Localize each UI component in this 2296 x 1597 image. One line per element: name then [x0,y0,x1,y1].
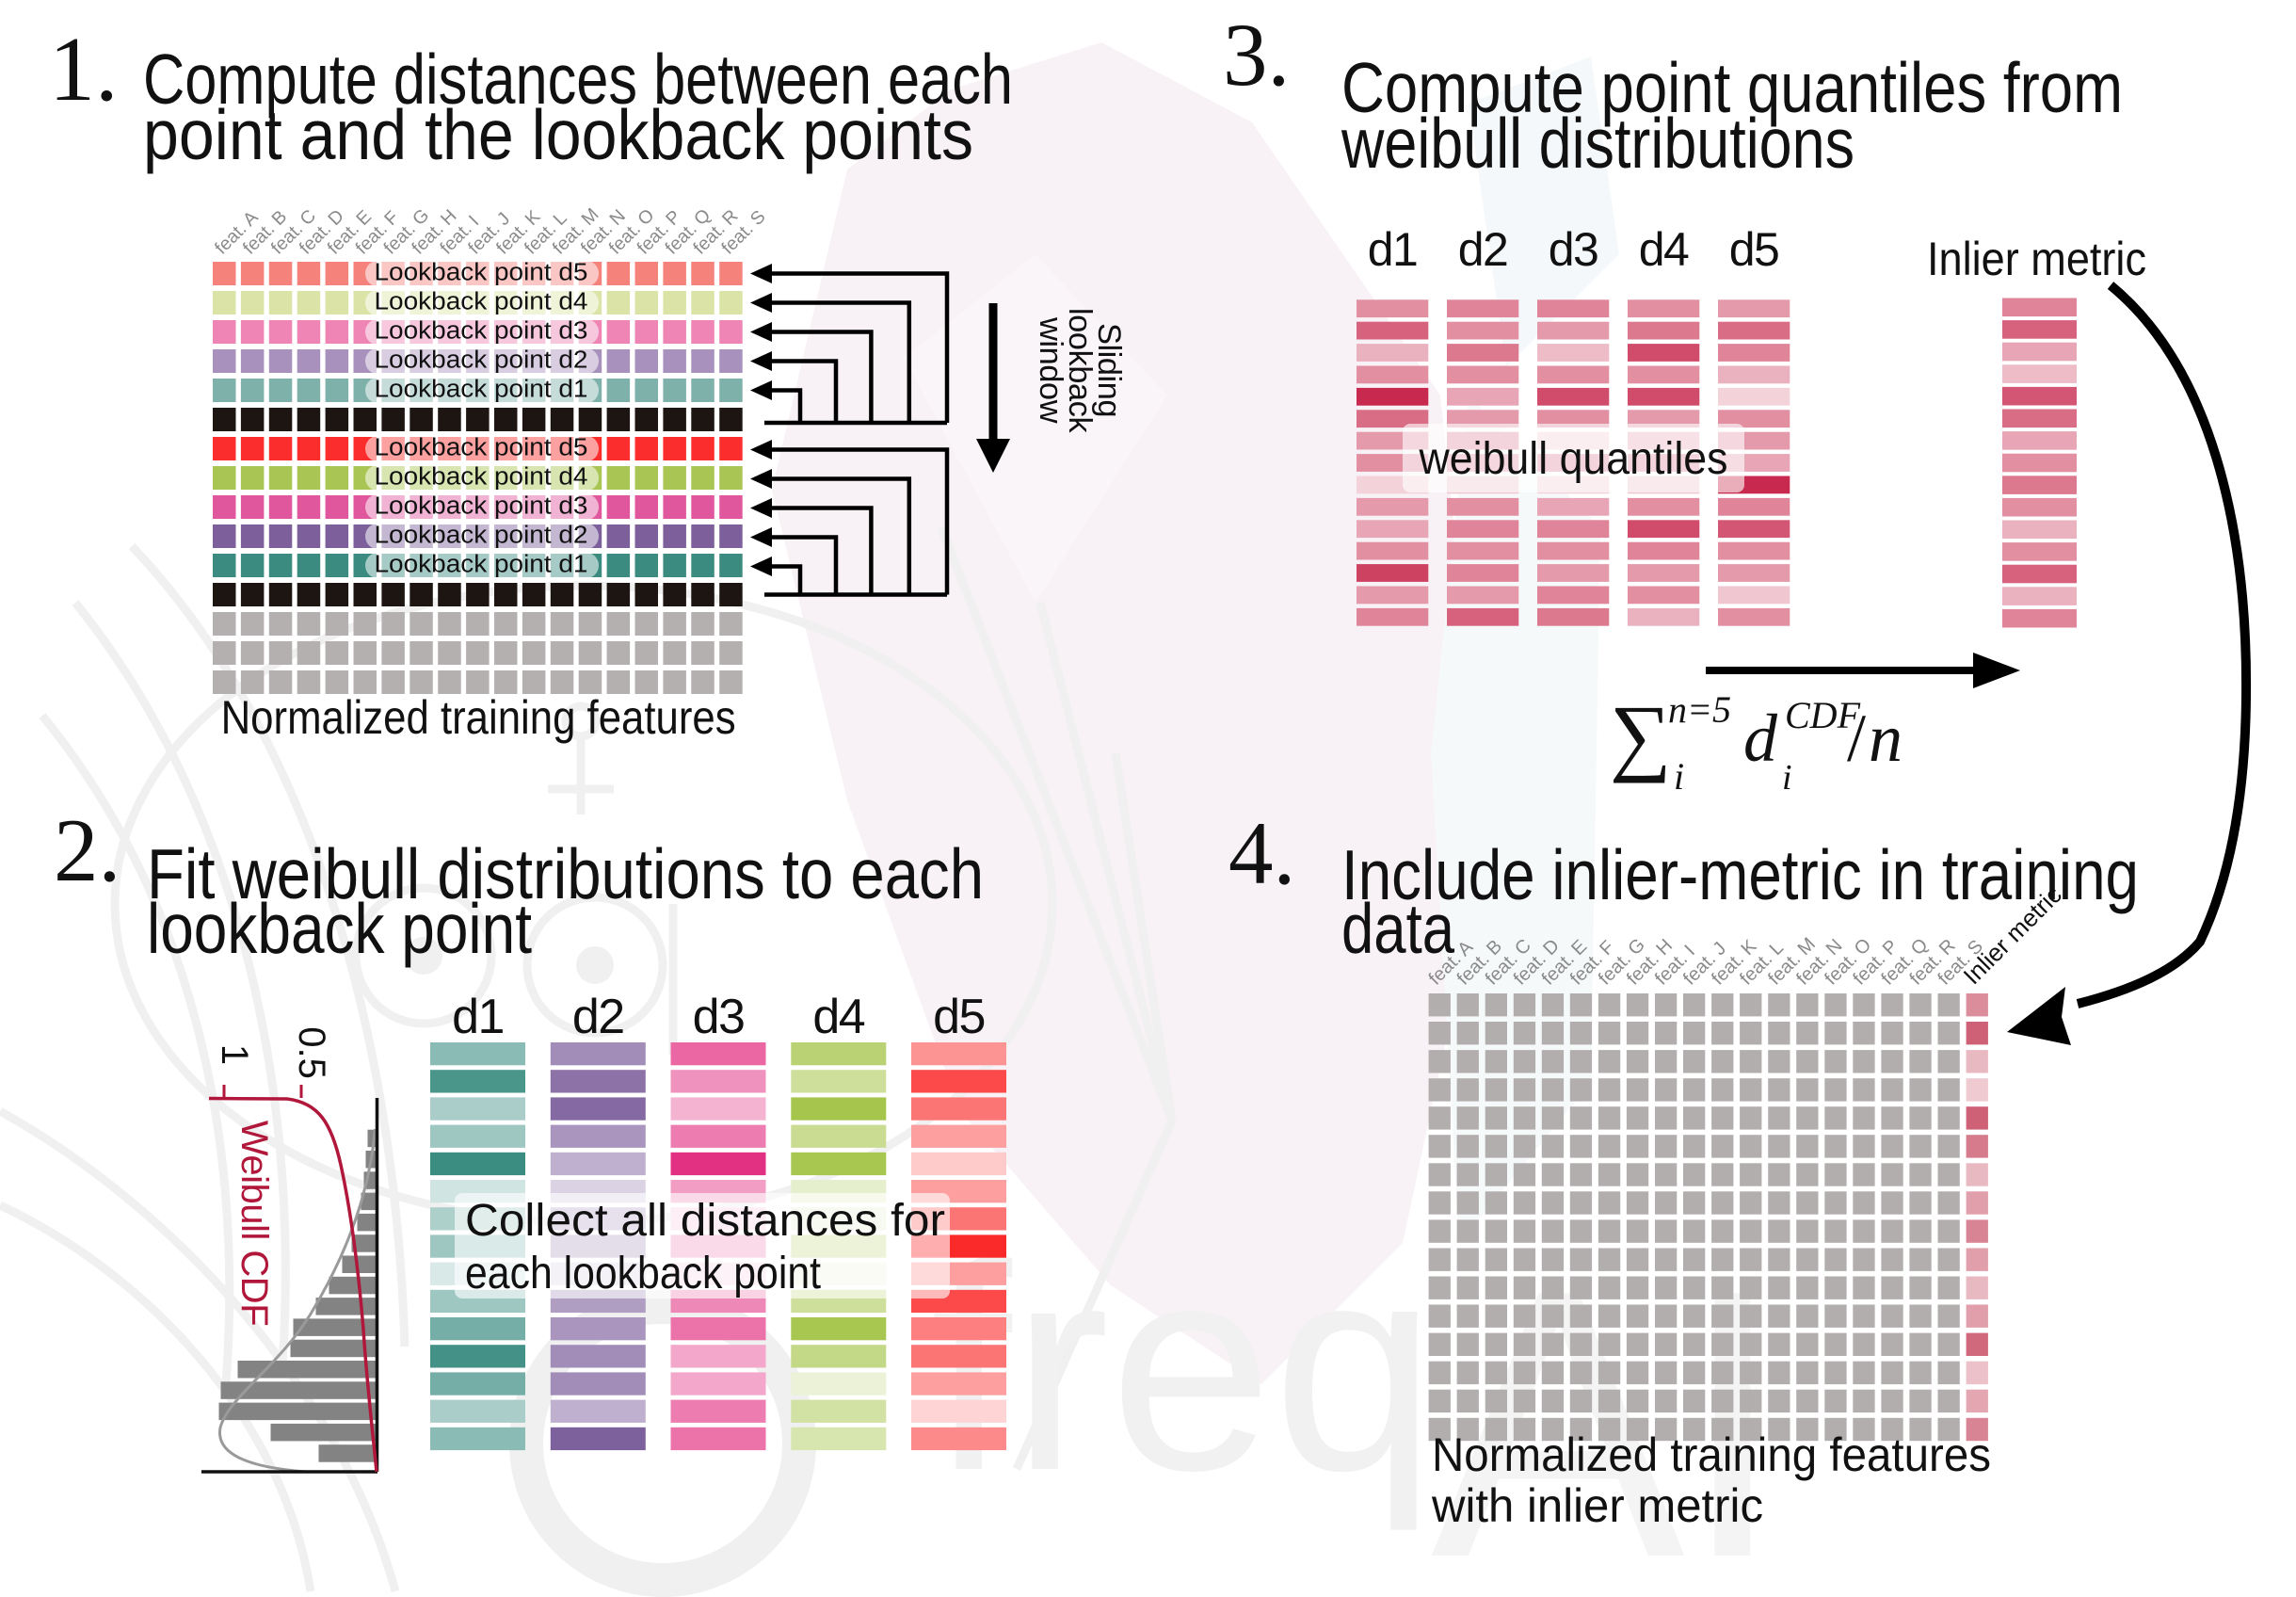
svg-text:4.: 4. [1228,803,1295,903]
svg-text:with inlier metric: with inlier metric [1431,1479,1763,1532]
svg-text:Lookback point d1: Lookback point d1 [375,377,588,403]
svg-text:d2: d2 [1458,223,1508,276]
svg-text:Lookback point d5: Lookback point d5 [375,260,588,286]
svg-text:d: d [1743,701,1778,776]
svg-text:d2: d2 [572,990,624,1044]
svg-text:Lookback point d1: Lookback point d1 [375,552,588,578]
svg-text:Lookback point d5: Lookback point d5 [375,435,588,461]
svg-text:i: i [1674,755,1684,798]
svg-text:1: 1 [214,1044,255,1065]
svg-text:Lookback point d2: Lookback point d2 [375,347,588,374]
svg-text:Compute point quantiles from: Compute point quantiles from [1341,48,2123,127]
svg-text:Lookback point d3: Lookback point d3 [375,318,588,345]
svg-text:lookback point: lookback point [147,889,532,968]
svg-text:weibull distributions: weibull distributions [1341,104,1854,183]
svg-text:n=5: n=5 [1668,688,1731,731]
svg-text:Lookback point d4: Lookback point d4 [375,464,588,491]
svg-text:Lookback point d3: Lookback point d3 [375,493,588,520]
svg-text:Inlier metric: Inlier metric [1927,233,2146,285]
svg-text:Include inlier-metric in train: Include inlier-metric in training [1341,835,2139,914]
svg-text:Lookback point d4: Lookback point d4 [375,289,588,315]
svg-text:Fit weibull distributions to e: Fit weibull distributions to each [147,834,984,913]
svg-text:d4: d4 [1639,223,1689,276]
svg-text:/: / [1847,701,1866,776]
svg-text:d5: d5 [1729,223,1779,276]
svg-text:Normalized training features: Normalized training features [221,691,736,744]
svg-text:d4: d4 [812,990,864,1044]
svg-text:d3: d3 [693,990,745,1044]
svg-text:n: n [1869,701,1903,776]
svg-text:data: data [1341,889,1454,968]
svg-text:Collect all distances for: Collect all distances for [465,1196,945,1246]
svg-text:d1: d1 [452,990,504,1044]
svg-text:Weibull CDF: Weibull CDF [233,1121,275,1326]
svg-text:d1: d1 [1368,223,1418,276]
svg-text:Normalized training features: Normalized training features [1432,1428,1991,1481]
svg-text:0.5: 0.5 [291,1026,332,1079]
svg-text:Lookback point d2: Lookback point d2 [375,523,588,549]
svg-text:each lookback point: each lookback point [465,1249,821,1299]
svg-text:2.: 2. [54,800,120,900]
svg-text:i: i [1782,758,1792,798]
svg-text:weibull quantiles: weibull quantiles [1419,434,1728,484]
svg-text:Compute distances between each: Compute distances between each [143,40,1013,119]
svg-text:window: window [1033,316,1068,424]
svg-text:CDF: CDF [1785,694,1861,736]
svg-text:3.: 3. [1223,5,1290,105]
svg-text:point and the lookback points: point and the lookback points [143,95,973,174]
svg-text:Sliding: Sliding [1091,323,1127,417]
svg-text:freq: freq [930,1204,1437,1533]
svg-text:1.: 1. [49,19,119,121]
svg-text:d5: d5 [933,990,985,1044]
svg-text:∑: ∑ [1610,687,1672,783]
svg-text:lookback: lookback [1062,308,1098,433]
svg-text:d3: d3 [1549,223,1598,276]
